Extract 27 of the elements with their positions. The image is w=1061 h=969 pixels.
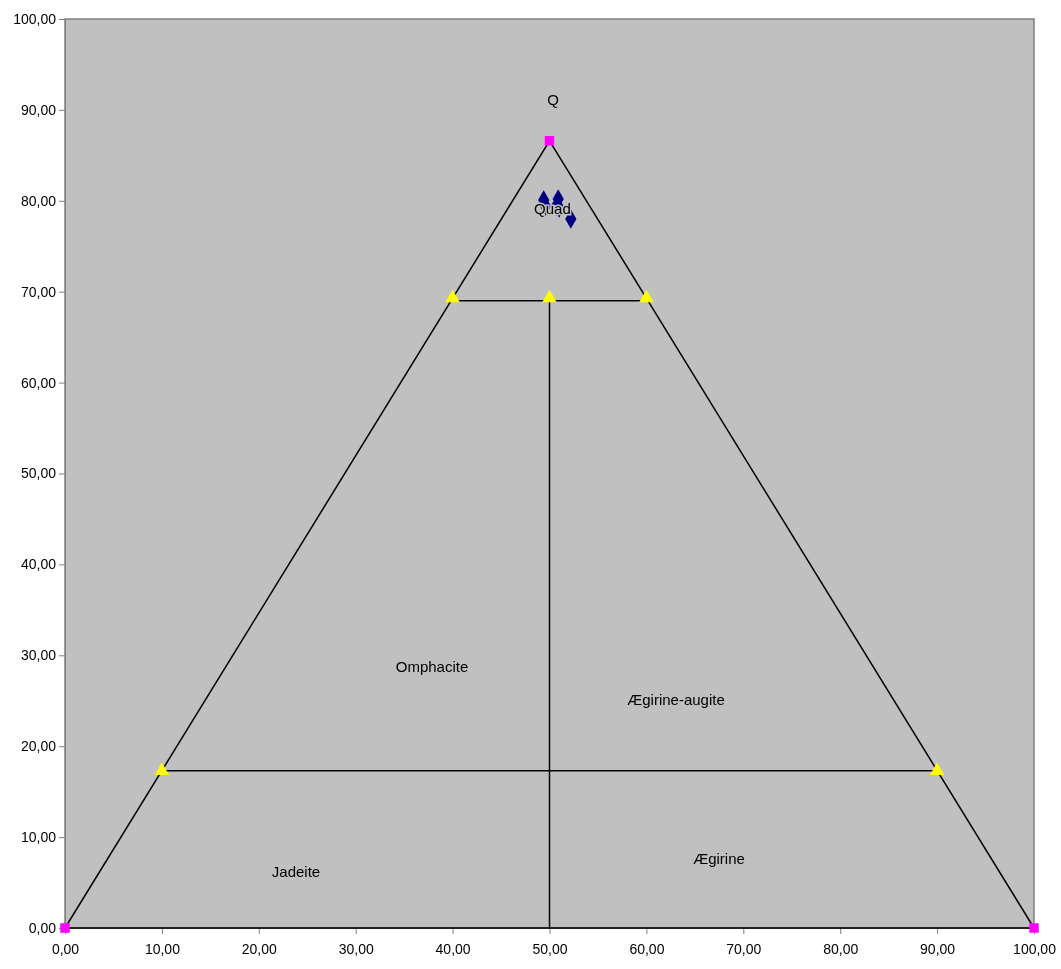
annotation: Jadeite [271, 862, 321, 880]
x-tick-label: 10,00 [144, 940, 181, 957]
x-tick-label: 70,00 [726, 940, 762, 957]
y-tick-label: 10,00 [20, 829, 57, 846]
annotation: Q [547, 90, 559, 108]
x-tick-label: 30,00 [338, 940, 374, 957]
x-tick-label: 20,00 [241, 940, 278, 957]
y-tick-label: 40,00 [20, 556, 57, 573]
x-tick-label: 40,00 [435, 940, 471, 957]
y-tick-label: 30,00 [20, 647, 57, 664]
x-tick-label: 90,00 [920, 940, 956, 957]
y-tick-label: 0,00 [28, 919, 57, 936]
y-tick-label: 50,00 [20, 465, 57, 482]
annotation: Omphacite [395, 657, 469, 675]
y-tick-label: 70,00 [20, 283, 57, 300]
x-tick-label: 0,00 [51, 940, 80, 957]
y-tick-label: 20,00 [20, 738, 57, 755]
y-tick-label: 60,00 [20, 374, 57, 391]
annotation: Ægirine [693, 849, 745, 867]
y-tick-label: 90,00 [20, 101, 57, 118]
y-tick-label: 80,00 [20, 192, 57, 209]
x-tick-label: 60,00 [629, 940, 665, 957]
x-tick-label: 50,00 [532, 940, 568, 957]
x-tick-label: 100,00 [1013, 940, 1057, 957]
x-tick-label: 80,00 [823, 940, 859, 957]
y-tick-label: 100,00 [13, 10, 57, 27]
annotation: Ægirine-augite [627, 690, 725, 708]
